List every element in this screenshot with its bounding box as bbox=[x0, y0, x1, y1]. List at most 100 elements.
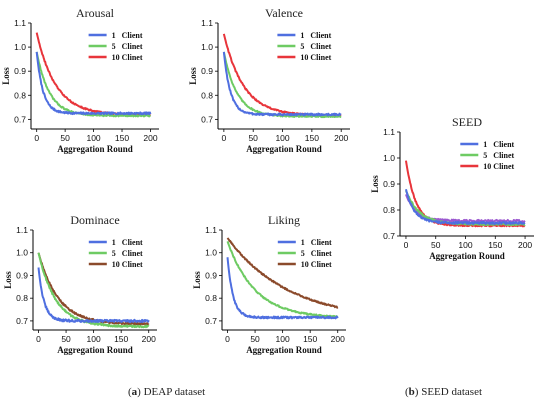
x-tick-label: 100 bbox=[275, 133, 289, 143]
y-axis-label: Loss bbox=[192, 271, 202, 289]
x-tick-label: 200 bbox=[142, 334, 156, 344]
x-axis-label: Aggregation Round bbox=[246, 144, 322, 154]
caption-deap-text: DEAP dataset bbox=[140, 386, 206, 398]
legend-label: 5 Clinet bbox=[112, 42, 143, 51]
series-line bbox=[226, 241, 339, 319]
y-tick-label: 1.1 bbox=[16, 225, 28, 235]
y-axis-label: Loss bbox=[1, 67, 11, 85]
series-line bbox=[37, 267, 150, 324]
x-tick-label: 0 bbox=[404, 240, 409, 250]
y-tick-label: 1.1 bbox=[205, 225, 217, 235]
series-line bbox=[404, 188, 526, 226]
y-tick-label: 0.9 bbox=[205, 270, 217, 280]
x-tick-label: 150 bbox=[303, 334, 317, 344]
y-axis-label: Loss bbox=[3, 271, 13, 289]
y-tick-label: 0.8 bbox=[14, 90, 26, 100]
y-tick-label: 0.8 bbox=[16, 293, 28, 303]
chart-dominace: Dominace 0.7 0.8 0.9 1.0 1.1 0 50 100 150 200 Aggre… bbox=[3, 213, 157, 355]
series-line bbox=[222, 51, 342, 117]
y-tick-label: 0.9 bbox=[14, 66, 26, 76]
caption-seed: (b) SEED dataset bbox=[405, 386, 483, 398]
x-tick-label: 0 bbox=[221, 133, 226, 143]
legend-label: 1 Client bbox=[301, 238, 332, 247]
y-tick-label: 0.8 bbox=[205, 293, 217, 303]
x-axis-label: Aggregation Round bbox=[57, 144, 133, 154]
x-tick-label: 50 bbox=[250, 334, 260, 344]
chart-title: Liking bbox=[268, 213, 300, 227]
legend-label: 1 Client bbox=[112, 238, 143, 247]
y-axis-label: Loss bbox=[370, 175, 380, 193]
y-tick-label: 0.7 bbox=[16, 316, 28, 326]
y-tick-label: 0.9 bbox=[383, 179, 395, 189]
y-tick-label: 0.7 bbox=[14, 114, 26, 124]
caption-seed-text: SEED dataset bbox=[418, 386, 483, 398]
caption-deap: (a) DEAP dataset bbox=[128, 386, 206, 398]
x-tick-label: 150 bbox=[114, 334, 128, 344]
series-line bbox=[226, 237, 339, 309]
x-tick-label: 150 bbox=[115, 133, 129, 143]
chart-title: Arousal bbox=[76, 6, 115, 20]
series-line bbox=[35, 51, 152, 116]
y-tick-label: 0.7 bbox=[383, 231, 395, 241]
x-tick-label: 0 bbox=[34, 133, 39, 143]
x-tick-label: 200 bbox=[331, 334, 345, 344]
legend-label: 10 Clinet bbox=[483, 162, 514, 171]
legend-label: 10 Clinet bbox=[301, 260, 332, 269]
y-tick-label: 1.0 bbox=[205, 248, 217, 258]
x-tick-label: 200 bbox=[143, 133, 157, 143]
caption-deap-label: a bbox=[131, 386, 138, 398]
y-tick-label: 1.1 bbox=[201, 18, 213, 28]
series-line bbox=[35, 51, 151, 118]
x-tick-label: 50 bbox=[61, 334, 71, 344]
y-tick-label: 1.1 bbox=[14, 18, 26, 28]
x-tick-label: 150 bbox=[305, 133, 319, 143]
y-tick-label: 0.8 bbox=[383, 205, 395, 215]
legend: 1 Client 5 Clinet 10 Clinet bbox=[277, 31, 332, 62]
y-tick-label: 0.9 bbox=[16, 270, 28, 280]
legend-label: 10 Clinet bbox=[112, 260, 143, 269]
legend: 1 Client 5 Clinet 10 Clinet bbox=[460, 140, 515, 171]
legend-label: 5 Clinet bbox=[300, 42, 331, 51]
legend-label: 5 Clinet bbox=[483, 151, 514, 160]
chart-liking: Liking 0.7 0.8 0.9 1.0 1.1 0 50 100 150 200 Aggrega… bbox=[192, 213, 346, 355]
legend-label: 1 Client bbox=[112, 31, 143, 40]
x-axis-label: Aggregation Round bbox=[57, 345, 133, 355]
x-tick-label: 200 bbox=[334, 133, 348, 143]
x-tick-label: 200 bbox=[518, 240, 532, 250]
legend: 1 Client 5 Clinet 10 Clinet bbox=[88, 31, 143, 62]
x-tick-label: 100 bbox=[458, 240, 472, 250]
chart-title: SEED bbox=[452, 115, 482, 129]
x-tick-label: 150 bbox=[488, 240, 502, 250]
y-tick-label: 1.0 bbox=[383, 153, 395, 163]
caption-seed-label: b bbox=[408, 386, 415, 398]
y-axis-label: Loss bbox=[188, 67, 198, 85]
chart-arousal: Arousal 0.7 0.8 0.9 1.0 1.1 0 50 100 150 200 Aggreg… bbox=[1, 6, 159, 154]
chart-title: Valence bbox=[265, 6, 303, 20]
x-tick-label: 0 bbox=[225, 334, 230, 344]
y-tick-label: 1.0 bbox=[201, 42, 213, 52]
legend: 1 Client 5 Clinet 10 Clinet bbox=[88, 238, 143, 269]
legend-label: 1 Client bbox=[300, 31, 331, 40]
chart-title: Dominace bbox=[70, 213, 119, 227]
chart-valence: Valence 0.7 0.8 0.9 1.0 1.1 0 50 100 150 200 Aggreg… bbox=[188, 6, 350, 154]
chart-seed: SEED 0.7 0.8 0.9 1.0 1.1 0 50 100 150 200 Aggregati… bbox=[370, 115, 534, 261]
legend-label: 1 Client bbox=[483, 140, 514, 149]
x-tick-label: 50 bbox=[60, 133, 70, 143]
x-axis-label: Aggregation Round bbox=[246, 345, 322, 355]
x-tick-label: 100 bbox=[87, 334, 101, 344]
x-tick-label: 50 bbox=[431, 240, 441, 250]
legend-label: 10 Clinet bbox=[300, 53, 331, 62]
series-line bbox=[226, 257, 339, 320]
legend-label: 5 Clinet bbox=[301, 249, 332, 258]
x-tick-label: 50 bbox=[248, 133, 258, 143]
y-tick-label: 1.0 bbox=[14, 42, 26, 52]
legend-label: 10 Clinet bbox=[112, 53, 143, 62]
series-line bbox=[37, 252, 150, 329]
y-tick-label: 0.9 bbox=[201, 66, 213, 76]
legend: 1 Client 5 Clinet 10 Clinet bbox=[277, 238, 332, 269]
y-tick-label: 1.1 bbox=[383, 127, 395, 137]
legend-label: 5 Clinet bbox=[112, 249, 143, 258]
x-tick-label: 100 bbox=[86, 133, 100, 143]
y-tick-label: 0.7 bbox=[205, 316, 217, 326]
